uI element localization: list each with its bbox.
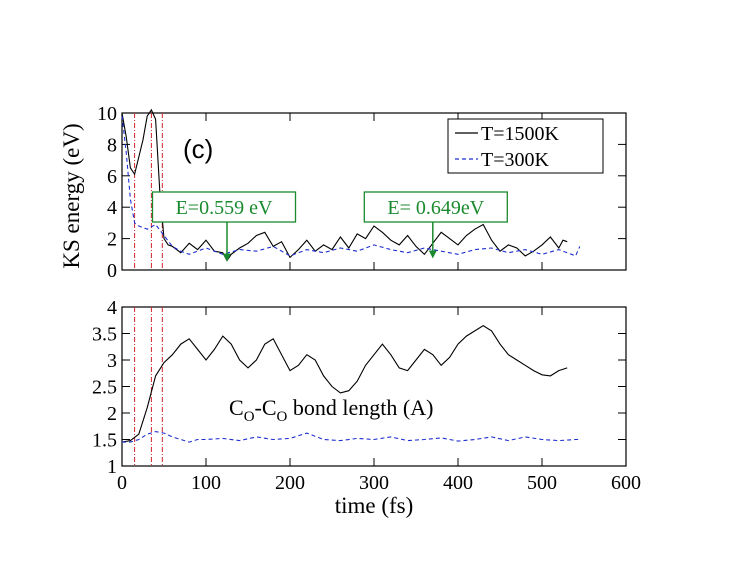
bottom-y-ticks: 1 1.5 2 2.5 3 3.5 4: [92, 297, 626, 478]
legend-label-1500k: T=1500K: [481, 123, 559, 145]
bond-length-annotation: CO-CO bond length (A): [229, 395, 433, 425]
top-y-tick-label: 4: [107, 197, 117, 219]
top-ylabel: KS energy (eV): [59, 123, 84, 268]
legend: T=1500K T=300K: [447, 118, 604, 174]
legend-box: [447, 118, 604, 174]
annotation-text: E= 0.649eV: [387, 197, 484, 219]
top-series-t1500k: [121, 108, 568, 262]
bottom-series-t1500k: [121, 324, 568, 443]
bond-sub1: O: [244, 409, 255, 425]
bottom-y-tick-label: 2: [107, 403, 117, 425]
bond-c1: C: [229, 395, 244, 420]
bond-sub2: O: [277, 409, 288, 425]
annotation-arrowhead: [428, 250, 437, 259]
bottom-series-t300k: [122, 431, 580, 443]
top-y-tick-label: 10: [97, 103, 117, 125]
top-series: [121, 108, 581, 262]
x-tick-label: 600: [611, 472, 641, 494]
top-marker-lines: [134, 113, 163, 270]
bottom-y-tick-label: 1: [107, 456, 117, 478]
top-y-tick-label: 6: [107, 166, 117, 188]
bottom-y-tick-label: 3.5: [92, 324, 117, 346]
x-tick-label: 200: [275, 472, 305, 494]
x-tick-label: 300: [359, 472, 389, 494]
x-tick-label: 500: [527, 472, 557, 494]
top-y-tick-label: 8: [107, 134, 117, 156]
top-annotations: E=0.559 eV E= 0.649eV: [151, 191, 508, 262]
bottom-y-tick-label: 1.5: [92, 430, 117, 452]
legend-label-300k: T=300K: [481, 149, 549, 171]
top-y-ticks: 0 2 4 6 8 10: [97, 103, 627, 282]
top-panel-label: (c): [183, 134, 213, 164]
bond-tail: bond length (A): [287, 395, 433, 420]
bottom-y-tick-label: 4: [107, 297, 117, 319]
bottom-marker-lines: [134, 307, 163, 466]
x-tick-label: 100: [191, 472, 221, 494]
top-y-tick-label: 0: [107, 260, 117, 282]
x-tick-label: 400: [443, 472, 473, 494]
bottom-plot-frame: [121, 306, 627, 467]
bottom-series: [121, 324, 580, 443]
bottom-y-tick-label: 3: [107, 350, 117, 372]
bottom-panel: 1 1.5 2 2.5 3 3.5 4 0 100 200 300 400 500 600 CO-CO …: [92, 297, 641, 518]
x-tick-label: 0: [117, 472, 127, 494]
annotation-box: [363, 191, 508, 223]
top-series-t300k: [121, 116, 581, 257]
bottom-y-tick-label: 2.5: [92, 377, 117, 399]
top-panel: (c) KS energy (eV) 0 2 4 6 8 10 E=0.559 eV E= …: [59, 103, 627, 282]
bond-c2: C: [262, 395, 277, 420]
annotation-arrowhead: [223, 253, 231, 262]
annotation-text: E=0.559 eV: [176, 197, 273, 219]
x-axis-label: time (fs): [335, 493, 414, 518]
bond-dash: -: [255, 395, 262, 420]
x-ticks: 0 100 200 300 400 500 600: [117, 307, 641, 494]
top-y-tick-label: 2: [107, 229, 117, 251]
annotation-box: [151, 191, 297, 223]
